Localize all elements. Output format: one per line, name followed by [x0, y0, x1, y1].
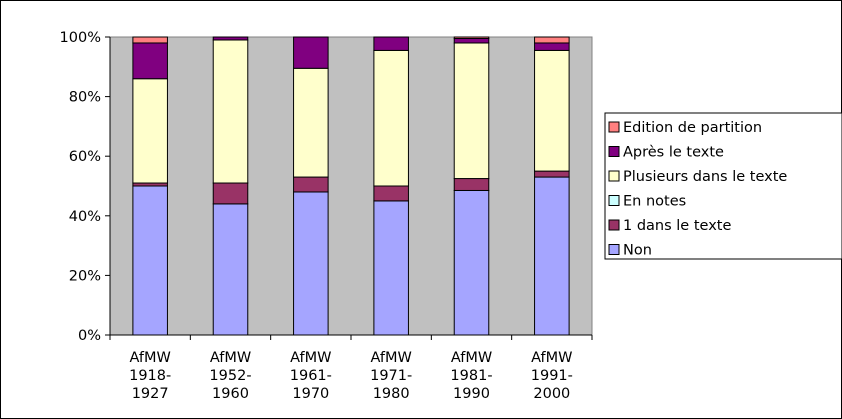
x-category-label: AfMW	[129, 350, 170, 366]
bar-segment-1-dans-le-texte	[293, 176, 329, 193]
bar-segment-non	[212, 203, 249, 336]
legend-label: Plusieurs dans le texte	[623, 169, 787, 185]
x-category-label: 1960	[212, 386, 249, 402]
legend-swatch	[608, 170, 620, 182]
bar-segment-non	[453, 189, 490, 336]
legend-swatch	[608, 244, 620, 255]
legend-swatch	[608, 146, 620, 157]
bar-segment-edition-de-partition	[453, 36, 490, 39]
bar-segment-1-dans-le-texte	[453, 178, 490, 191]
bar-segment-apr-s-le-texte	[212, 36, 249, 41]
bar-segment-non	[293, 191, 329, 336]
x-category-label: 1980	[373, 386, 410, 402]
y-tick-label: 0%	[78, 328, 101, 344]
bar-segment-plusieurs-dans-le-texte	[534, 49, 570, 172]
x-category-label: 1981-	[450, 368, 492, 384]
legend-swatch	[608, 121, 620, 133]
bar-segment-1-dans-le-texte	[212, 182, 249, 205]
y-tick-label: 40%	[69, 209, 101, 225]
bar-segment-edition-de-partition	[534, 36, 570, 44]
plot-area	[109, 36, 593, 336]
bar-segment-non	[132, 185, 168, 336]
bar-segment-plusieurs-dans-le-texte	[453, 42, 490, 180]
x-category-label: AfMW	[451, 350, 492, 366]
legend-swatch	[608, 219, 620, 231]
x-category-label: 1990	[453, 386, 490, 402]
bar-segment-plusieurs-dans-le-texte	[132, 78, 168, 184]
bar-segment-non	[534, 176, 570, 336]
bar-segment-plusieurs-dans-le-texte	[293, 67, 329, 178]
bar-segment-1-dans-le-texte	[534, 170, 570, 178]
x-category-label: 1961-	[290, 368, 332, 384]
legend-label: Non	[623, 243, 652, 259]
bar-segment-plusieurs-dans-le-texte	[373, 49, 409, 187]
x-category-label: AfMW	[531, 350, 572, 366]
y-tick-label: 60%	[69, 149, 101, 165]
bar-segment-apr-s-le-texte	[132, 42, 168, 80]
x-category-label: 1927	[132, 386, 169, 402]
legend	[604, 112, 842, 260]
x-category-label: 1952-	[209, 368, 251, 384]
x-category-label: 1991-	[531, 368, 573, 384]
x-category-label: AfMW	[290, 350, 331, 366]
legend-label: En notes	[623, 194, 686, 210]
bar-segment-apr-s-le-texte	[453, 37, 490, 44]
bar-segment-non	[373, 200, 409, 336]
x-category-label: 1971-	[370, 368, 412, 384]
x-category-label: 1918-	[129, 368, 171, 384]
x-category-label: AfMW	[370, 350, 411, 366]
legend-label: Edition de partition	[623, 120, 762, 136]
x-category-label: AfMW	[210, 350, 251, 366]
x-category-label: 1970	[292, 386, 329, 402]
legend-label: 1 dans le texte	[623, 218, 731, 234]
bar-segment-apr-s-le-texte	[373, 36, 409, 51]
bar-segment-apr-s-le-texte	[534, 42, 570, 51]
y-tick-label: 80%	[69, 90, 101, 106]
x-category-label: 2000	[533, 386, 570, 402]
y-tick-label: 100%	[60, 30, 101, 46]
bar-segment-1-dans-le-texte	[373, 185, 409, 202]
bar-segment-edition-de-partition	[132, 36, 168, 44]
bar-segment-plusieurs-dans-le-texte	[212, 39, 249, 184]
bar-segment-apr-s-le-texte	[293, 36, 329, 69]
legend-label: Après le texte	[623, 145, 724, 161]
y-tick-label: 20%	[69, 268, 101, 284]
legend-swatch	[608, 195, 620, 206]
